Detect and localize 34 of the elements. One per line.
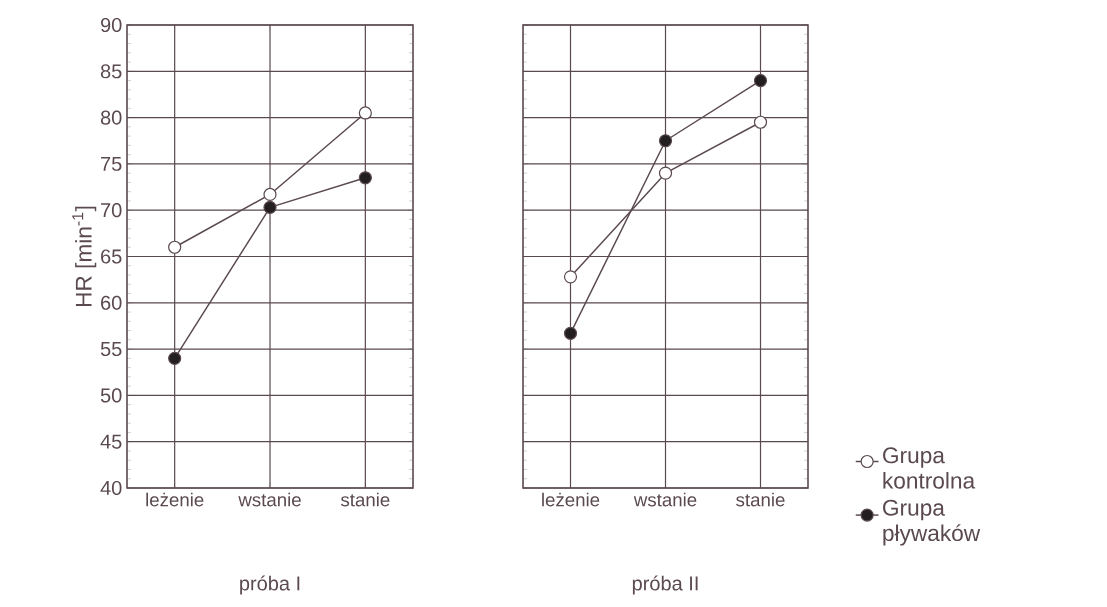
point <box>563 270 578 284</box>
x-tick-label: leżenie <box>146 492 204 507</box>
x-tick-label: wstanie <box>633 492 697 507</box>
y-tick-label: 60 <box>101 295 122 310</box>
point <box>753 73 768 88</box>
x-axis-title: próba II <box>632 575 698 595</box>
point <box>358 171 372 185</box>
point <box>168 240 182 254</box>
point <box>168 351 182 365</box>
y-tick-label: 75 <box>101 156 122 171</box>
y-tick-label: 40 <box>100 480 122 496</box>
y-tick-label: 45 <box>100 434 122 449</box>
y-tick-label: 70 <box>101 203 122 218</box>
point <box>263 200 277 215</box>
y-tick-label: 65 <box>101 249 122 264</box>
x-tick-label: leżenie <box>542 492 600 507</box>
point <box>263 187 277 202</box>
point <box>358 106 372 120</box>
point <box>753 115 768 129</box>
point <box>563 326 578 340</box>
x-axis-title: próba I <box>240 575 300 595</box>
legend-label: Grupa pływaków <box>883 499 981 546</box>
y-tick-label: 80 <box>100 110 122 125</box>
y-axis-title: HR [min$^{-1}$] <box>72 206 97 307</box>
x-tick-label: stanie <box>736 492 785 507</box>
point <box>658 166 673 180</box>
point <box>658 134 673 148</box>
legend-label: Grupa kontrolna <box>883 447 976 489</box>
x-tick-label: wstanie <box>238 492 301 507</box>
y-tick-label: 55 <box>100 342 122 357</box>
y-tick-label: 85 <box>100 64 122 79</box>
y-tick-label: 90 <box>101 17 122 33</box>
y-tick-label: 50 <box>100 388 122 403</box>
x-tick-label: stanie <box>340 492 390 507</box>
